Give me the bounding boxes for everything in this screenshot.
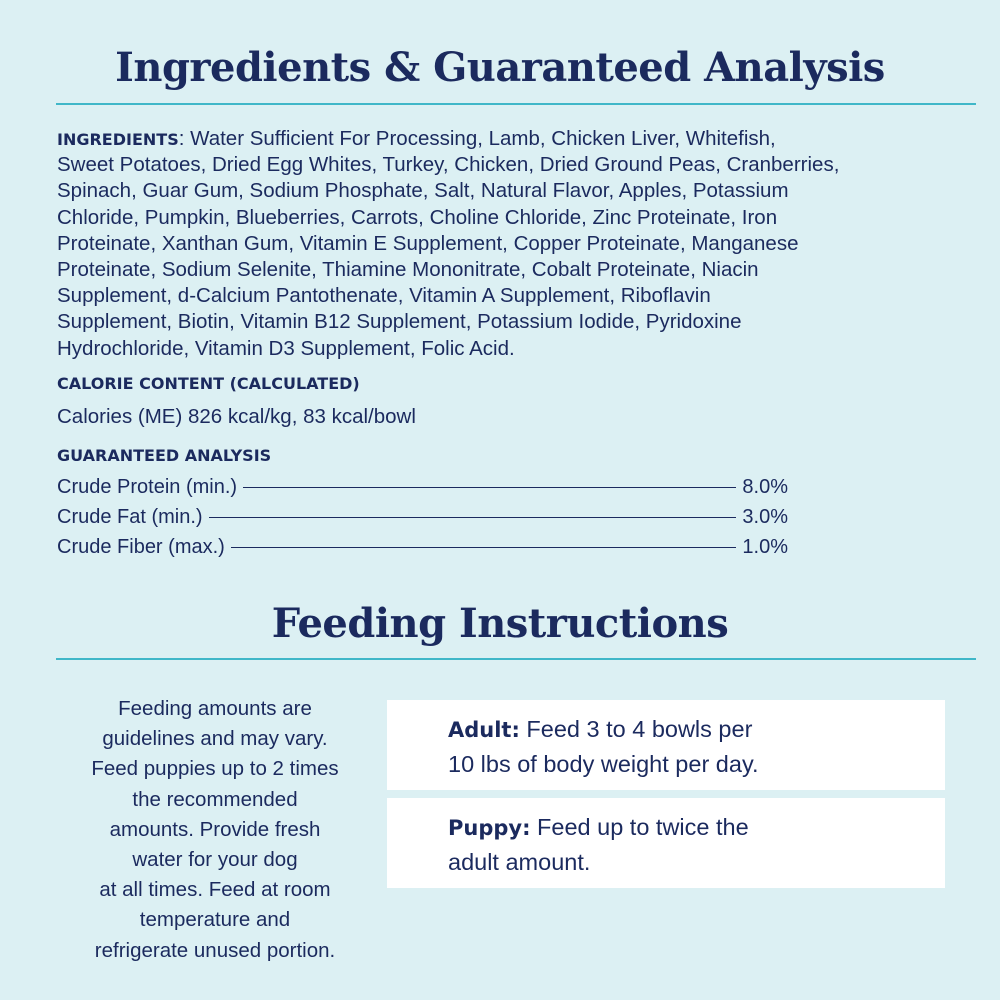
feeding-line: adult amount. (448, 845, 749, 879)
feeding-line-text: Feed 3 to 4 bowls per (519, 716, 753, 742)
ingredient-text: Spinach, Guar Gum, Sodium Phosphate, Sal… (57, 179, 789, 203)
section-title: Ingredients & Guaranteed Analysis (115, 44, 885, 91)
feeding-line: 10 lbs of body weight per day. (448, 747, 758, 781)
analysis-row: Crude Fiber (max.) 1.0% (57, 536, 788, 559)
note-line: the recommended (132, 787, 298, 811)
ingredient-line: Spinach, Guar Gum, Sodium Phosphate, Sal… (57, 178, 839, 204)
divider (56, 658, 976, 660)
nutrient-name: Crude Fat (min.) (57, 506, 203, 528)
feeding-line-text: 10 lbs of body weight per day. (448, 751, 759, 777)
ingredient-text: Sweet Potatoes, Dried Egg Whites, Turkey… (57, 153, 840, 177)
leader-line (230, 546, 737, 549)
divider (56, 103, 976, 105)
ingredient-line: Hydrochloride, Vitamin D3 Supplement, Fo… (57, 336, 839, 362)
feeding-note: Feeding amounts are guidelines and may va… (55, 694, 375, 966)
analysis-row: Crude Protein (min.) 8.0% (57, 476, 788, 499)
ingredient-line: Supplement, d-Calcium Pantothenate, Vita… (57, 283, 839, 309)
ingredient-line: Sweet Potatoes, Dried Egg Whites, Turkey… (57, 152, 839, 178)
note-line: Feed puppies up to 2 times (91, 757, 339, 781)
note-line: Feeding amounts are (118, 697, 312, 720)
nutrient-name: Crude Fiber (max.) (57, 536, 225, 558)
calorie-text: Calories (ME) 826 kcal/kg, 83 kcal/bowl (57, 405, 416, 428)
ingredient-text: : Water Sufficient For Processing, Lamb,… (178, 127, 776, 150)
section-title: Feeding Instructions (271, 600, 729, 647)
ingredient-line: INGREDIENTS: Water Sufficient For Proces… (57, 126, 839, 152)
ingredient-text: Hydrochloride, Vitamin D3 Supplement, Fo… (57, 336, 515, 360)
nutrient-value: 3.0% (742, 506, 788, 528)
ingredient-text: Supplement, d-Calcium Pantothenate, Vita… (57, 284, 711, 308)
analysis-row: Crude Fat (min.) 3.0% (57, 506, 788, 529)
ingredient-line: Supplement, Biotin, Vitamin B12 Suppleme… (57, 309, 839, 335)
nutrient-value: 8.0% (742, 476, 788, 498)
nutrient-value: 1.0% (742, 536, 788, 558)
feeding-line: Puppy: Feed up to twice the (448, 810, 749, 845)
heading: GUARANTEED ANALYSIS (57, 446, 272, 465)
note-line: water for your dog (132, 848, 298, 872)
note-line: refrigerate unused portion. (94, 938, 336, 962)
note-line: temperature and (139, 908, 291, 932)
nutrient-name: Crude Protein (min.) (57, 476, 238, 498)
ingredient-label: INGREDIENTS (57, 130, 179, 149)
note-line: at all times. Feed at room (99, 878, 331, 902)
ingredient-text: Proteinate, Sodium Selenite, Thiamine Mo… (57, 257, 759, 281)
leader-line (208, 516, 737, 519)
feeding-label: Adult: (448, 718, 520, 742)
feeding-line: Adult: Feed 3 to 4 bowls per (448, 712, 758, 747)
ingredient-line: Chloride, Pumpkin, Blueberries, Carrots,… (57, 205, 839, 231)
feeding-text: Adult: Feed 3 to 4 bowls per 10 lbs of bo… (448, 712, 758, 781)
ingredient-line: Proteinate, Sodium Selenite, Thiamine Mo… (57, 257, 839, 283)
ingredient-text: Chloride, Pumpkin, Blueberries, Carrots,… (57, 205, 778, 229)
ingredient-text: Proteinate, Xanthan Gum, Vitamin E Suppl… (57, 231, 799, 255)
ingredient-text: Supplement, Biotin, Vitamin B12 Suppleme… (57, 310, 742, 334)
feeding-label: Puppy: (448, 816, 531, 840)
heading: CALORIE CONTENT (CALCULATED) (57, 374, 360, 393)
note-line: guidelines and may vary. (102, 727, 328, 751)
feeding-box: Adult: Feed 3 to 4 bowls per 10 lbs of bo… (387, 700, 945, 790)
feeding-line-text: Feed up to twice the (530, 814, 749, 840)
leader-line (243, 486, 737, 489)
ingredient-line: Proteinate, Xanthan Gum, Vitamin E Suppl… (57, 231, 839, 257)
feeding-line-text: adult amount. (448, 849, 591, 875)
feeding-text: Puppy: Feed up to twice the adult amount. (448, 810, 749, 879)
ingredients: INGREDIENTS: Water Sufficient For Proces… (57, 126, 839, 362)
note-line: amounts. Provide fresh (109, 817, 321, 841)
feeding-box: Puppy: Feed up to twice the adult amount. (387, 798, 945, 888)
